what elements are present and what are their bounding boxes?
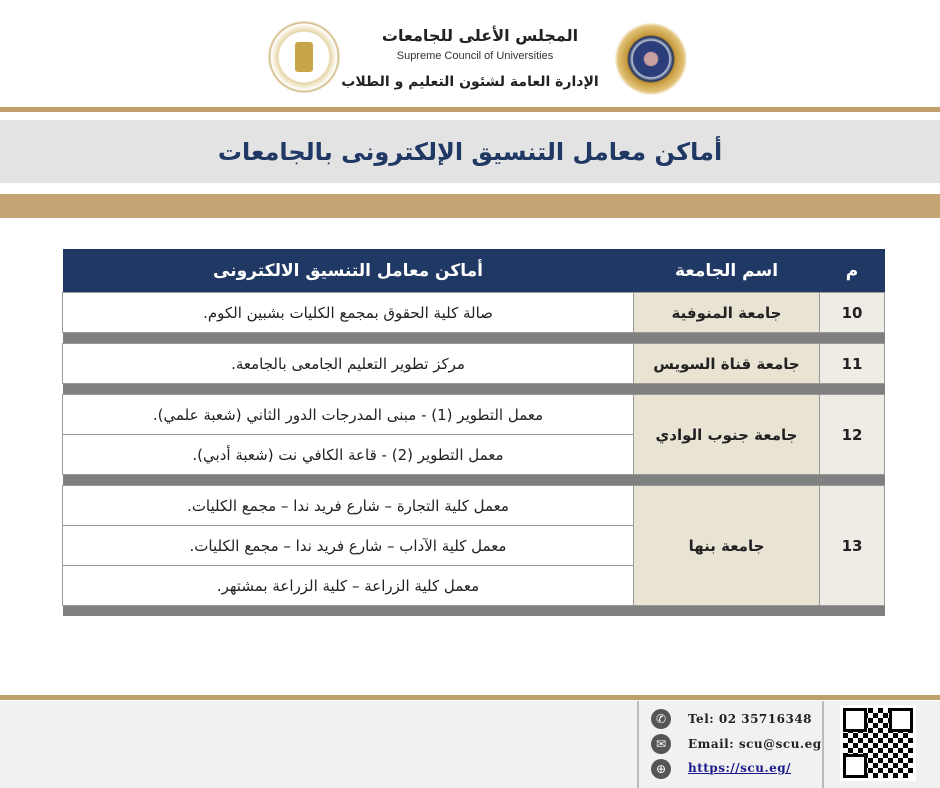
table-header: م اسم الجامعة أماكن معامل التنسيق الالكت…	[62, 249, 885, 293]
university-name: جامعة قناة السويس	[633, 343, 820, 384]
row-num: 10	[819, 292, 885, 333]
footer-divider	[0, 695, 940, 700]
location: معمل التطوير (2) - قاعة الكافي نت (شعبة …	[62, 434, 634, 475]
row-num: 11	[819, 343, 885, 384]
table-row: معمل التطوير (2) - قاعة الكافي نت (شعبة …	[62, 434, 885, 475]
department-name: الإدارة العامة لشئون التعليم و الطلاب	[341, 74, 599, 90]
footer-separator	[637, 701, 639, 788]
row-separator	[62, 605, 885, 616]
email-icon: ✉	[651, 734, 671, 754]
row-num: 13	[819, 485, 885, 606]
university-name: جامعة بنها	[633, 485, 820, 606]
row-separator	[62, 474, 885, 486]
university-name: جامعة المنوفية	[633, 292, 820, 333]
location: معمل كلية الآداب – شارع فريد ندا – مجمع …	[62, 525, 634, 566]
globe-icon: ⊕	[651, 759, 671, 779]
labs-table: م اسم الجامعة أماكن معامل التنسيق الالكت…	[62, 249, 885, 616]
table-row: معمل كلية الزراعة – كلية الزراعة بمشتهر.	[62, 565, 885, 606]
ministry-logo	[265, 18, 343, 96]
org-name-en: Supreme Council of Universities	[396, 50, 554, 62]
row-separator	[62, 383, 885, 395]
phone-icon: ✆	[651, 709, 671, 729]
email-address[interactable]: Email: scu@scu.eg	[688, 737, 822, 751]
location: معمل كلية الزراعة – كلية الزراعة بمشتهر.	[62, 565, 634, 606]
university-name: جامعة جنوب الوادي	[633, 394, 820, 475]
footer-separator	[822, 701, 824, 788]
location: معمل كلية التجارة – شارع فريد ندا – مجمع…	[62, 485, 634, 526]
qr-code	[840, 705, 916, 781]
col-university: اسم الجامعة	[633, 249, 820, 293]
header-divider	[0, 107, 940, 112]
footer: ✆ Tel: 02 35716348 ✉ Email: scu@scu.eg ⊕…	[0, 701, 940, 788]
table-row: 11 جامعة قناة السويس مركز تطوير التعليم ال…	[62, 343, 885, 384]
table-row: معمل كلية الآداب – شارع فريد ندا – مجمع …	[62, 525, 885, 566]
location: معمل التطوير (1) - مبنى المدرجات الدور ا…	[62, 394, 634, 435]
location: مركز تطوير التعليم الجامعى بالجامعة.	[62, 343, 634, 384]
page-title: أماكن معامل التنسيق الإلكترونى بالجامعات	[0, 120, 940, 183]
title-underband	[0, 194, 940, 218]
row-separator	[62, 332, 885, 344]
scu-logo	[612, 20, 690, 98]
table-row: 13 جامعة بنها معمل كلية التجارة – شارع فري…	[62, 485, 885, 606]
table-row: 10 جامعة المنوفية صالة كلية الحقوق بمجمع ا…	[62, 292, 885, 333]
location: صالة كلية الحقوق بمجمع الكليات بشبين الك…	[62, 292, 634, 333]
row-num: 12	[819, 394, 885, 475]
col-num: م	[819, 249, 885, 293]
org-name-ar: المجلس الأعلى للجامعات	[381, 26, 579, 45]
table-row: 12 جامعة جنوب الوادي معمل التطوير (1) - مب…	[62, 394, 885, 475]
phone-number: Tel: 02 35716348	[688, 712, 813, 726]
website-link[interactable]: https://scu.eg/	[688, 761, 792, 775]
col-locations: أماكن معامل التنسيق الالكترونى	[62, 249, 634, 293]
